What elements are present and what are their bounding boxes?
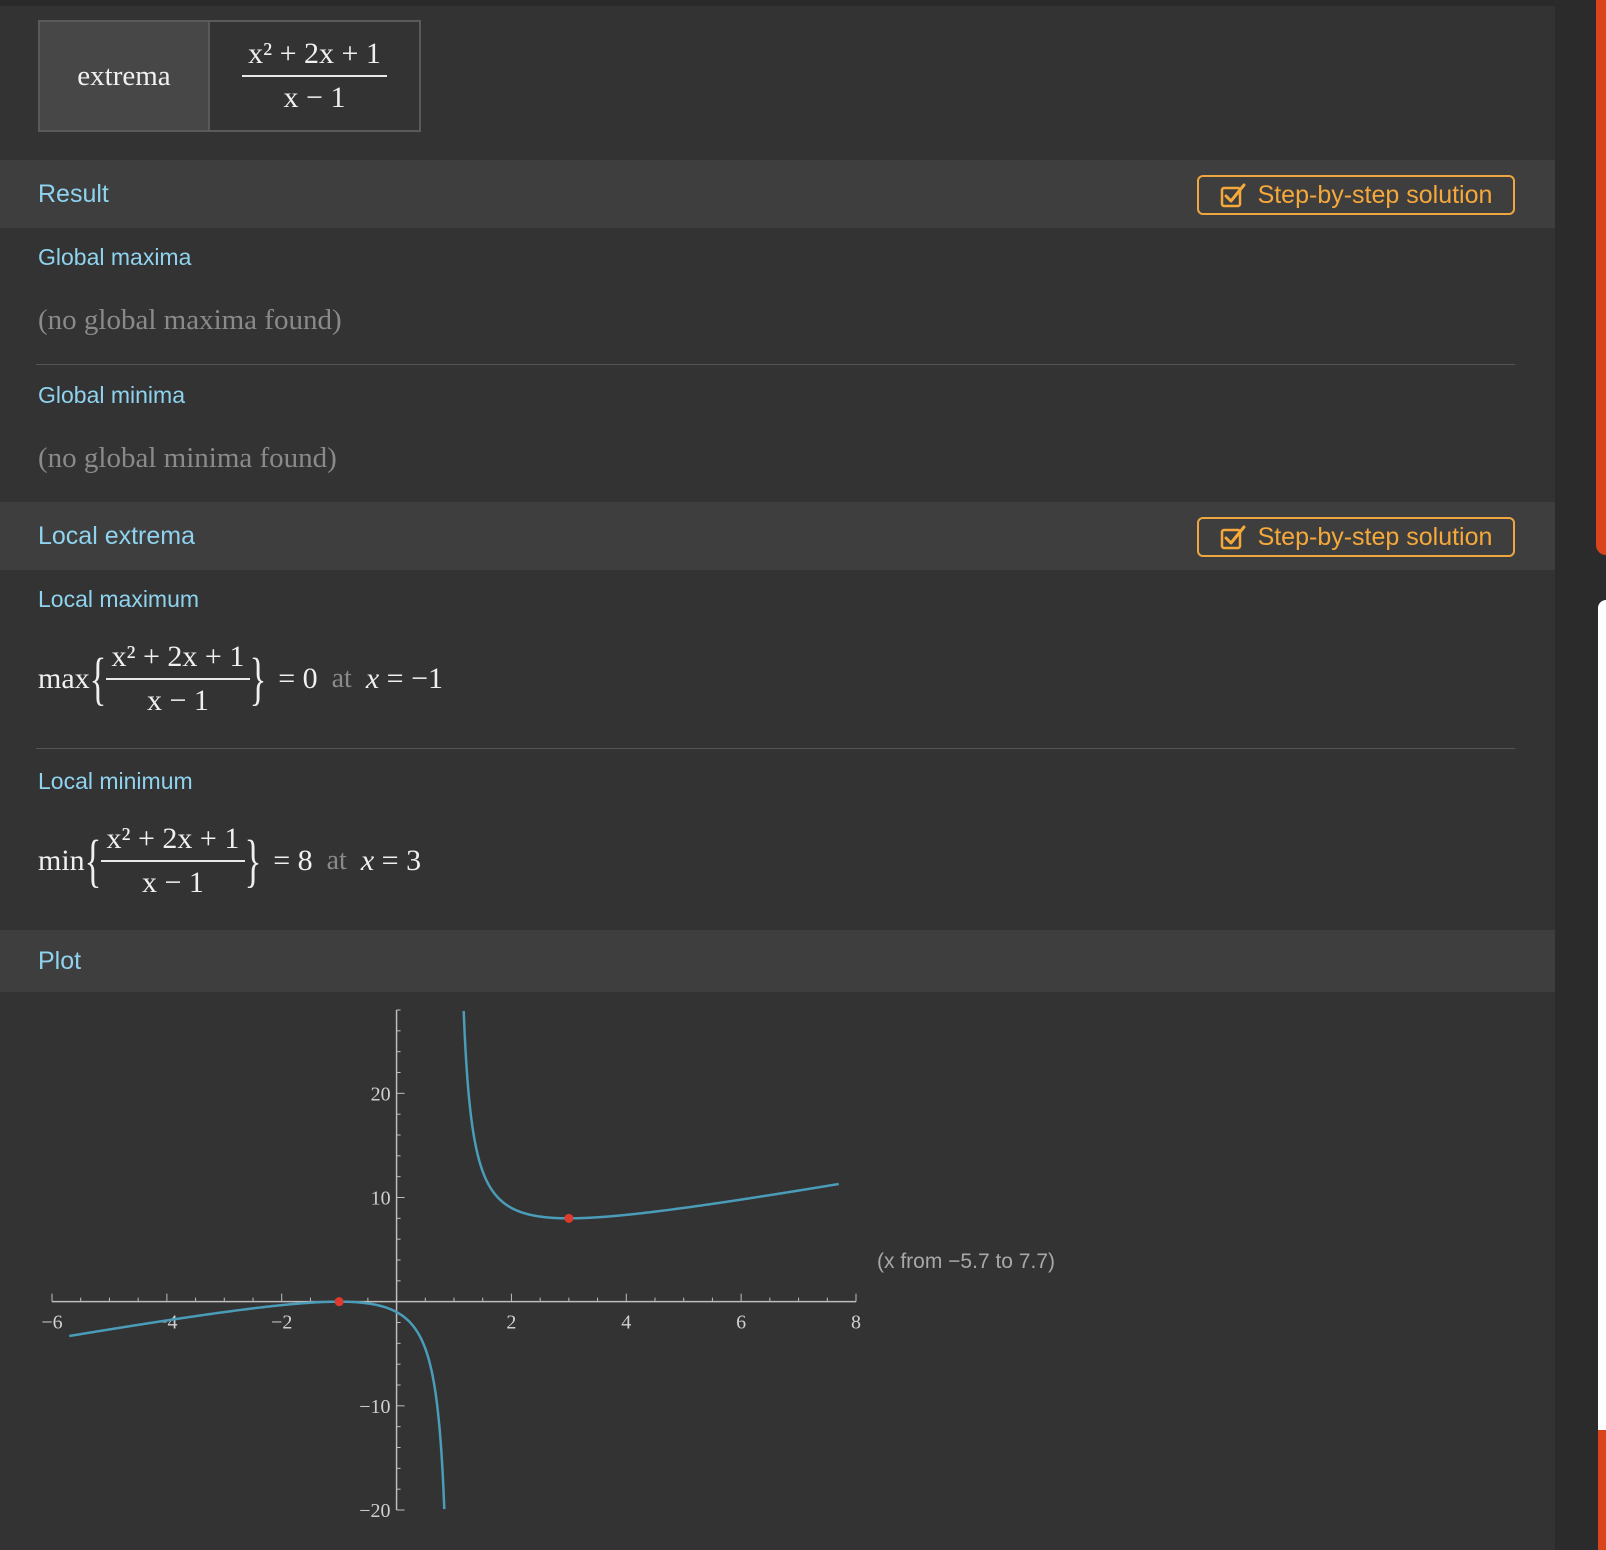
plot-pod-title: Plot: [38, 947, 82, 975]
local-max-fraction: x² + 2x + 1 x − 1: [105, 640, 251, 718]
y-tick-label: −20: [359, 1500, 390, 1522]
local-min-denominator: x − 1: [141, 866, 204, 899]
x-tick-label: −6: [41, 1312, 62, 1334]
local-max-numerator: x² + 2x + 1: [105, 640, 251, 680]
checkbox-icon: [1220, 183, 1246, 208]
extremum-point: [334, 1297, 344, 1307]
global-minima-title: Global minima: [38, 382, 185, 408]
local-step-by-step-label: Step-by-step solution: [1257, 522, 1493, 551]
result-step-by-step-label: Step-by-step solution: [1257, 180, 1493, 209]
local-min-x: 3: [406, 844, 422, 877]
x-tick-label: −2: [271, 1312, 292, 1334]
result-pod-title: Result: [38, 180, 109, 208]
x-tick-label: −4: [156, 1312, 177, 1334]
plot-range-note: (x from −5.7 to 7.7): [877, 1250, 1055, 1273]
plot-pod-header: Plot: [0, 930, 1555, 992]
curve-right-branch: [462, 1010, 839, 1220]
global-minima-text: (no global minima found): [38, 442, 337, 474]
input-command: extrema: [40, 22, 210, 130]
x-tick-label: 6: [736, 1312, 746, 1334]
close-brace: }: [244, 828, 262, 893]
local-min-value: 8: [297, 844, 313, 877]
local-step-by-step-button[interactable]: Step-by-step solution: [1197, 517, 1515, 557]
right-edge: [1555, 0, 1606, 1550]
result-step-by-step-button[interactable]: Step-by-step solution: [1197, 175, 1515, 215]
local-max-value: 0: [302, 662, 318, 695]
global-maxima-text: (no global maxima found): [38, 304, 342, 336]
input-denominator: x − 1: [283, 81, 346, 114]
x-tick-label: 4: [621, 1312, 631, 1334]
local-minimum-title: Local minimum: [38, 768, 193, 794]
input-interpretation: extrema x² + 2x + 1 x − 1: [38, 20, 421, 132]
side-tab-bottom: [1598, 1430, 1606, 1550]
curve-left-branch: [69, 1300, 446, 1510]
local-max-x: −1: [411, 662, 443, 695]
y-tick-label: −10: [359, 1396, 390, 1418]
function-plot: −6 −4 −2 2 4 6 8 −20 −10 10 20: [41, 1009, 861, 1522]
local-min-numerator: x² + 2x + 1: [100, 822, 246, 862]
extremum-point: [564, 1213, 574, 1223]
y-tick-label: 10: [371, 1188, 391, 1210]
open-brace: {: [89, 646, 106, 711]
side-tab-top: [1596, 0, 1606, 555]
max-function: max: [38, 662, 90, 695]
local-extrema-pod-title: Local extrema: [38, 522, 196, 550]
local-maximum-expression: max { x² + 2x + 1 x − 1 } = 0 at x = −1: [38, 640, 443, 718]
open-brace: {: [84, 828, 101, 893]
divider: [36, 364, 1515, 365]
local-max-denominator: x − 1: [146, 684, 209, 717]
input-fraction: x² + 2x + 1 x − 1: [242, 37, 387, 115]
input-expression: x² + 2x + 1 x − 1: [210, 22, 419, 130]
y-tick-label: 20: [371, 1083, 391, 1105]
top-strip: [0, 0, 1555, 6]
local-minimum-expression: min { x² + 2x + 1 x − 1 } = 8 at x = 3: [38, 822, 422, 900]
local-extrema-pod-header: Local extrema Step-by-step solution: [0, 502, 1555, 570]
result-pod-header: Result Step-by-step solution: [0, 160, 1555, 228]
global-maxima-title: Global maxima: [38, 244, 192, 270]
local-min-at: at: [326, 845, 347, 876]
input-numerator: x² + 2x + 1: [242, 37, 387, 77]
side-panel: [1598, 600, 1606, 1430]
local-min-fraction: x² + 2x + 1 x − 1: [100, 822, 246, 900]
close-brace: }: [249, 646, 267, 711]
checkbox-icon: [1220, 525, 1246, 550]
results-panel: extrema x² + 2x + 1 x − 1 Result Step-by…: [0, 0, 1555, 1522]
x-tick-label: 8: [851, 1312, 861, 1334]
local-max-at: at: [331, 663, 352, 694]
local-maximum-title: Local maximum: [38, 586, 200, 612]
x-tick-label: 2: [506, 1312, 516, 1334]
divider: [36, 748, 1515, 749]
min-function: min: [38, 844, 85, 877]
